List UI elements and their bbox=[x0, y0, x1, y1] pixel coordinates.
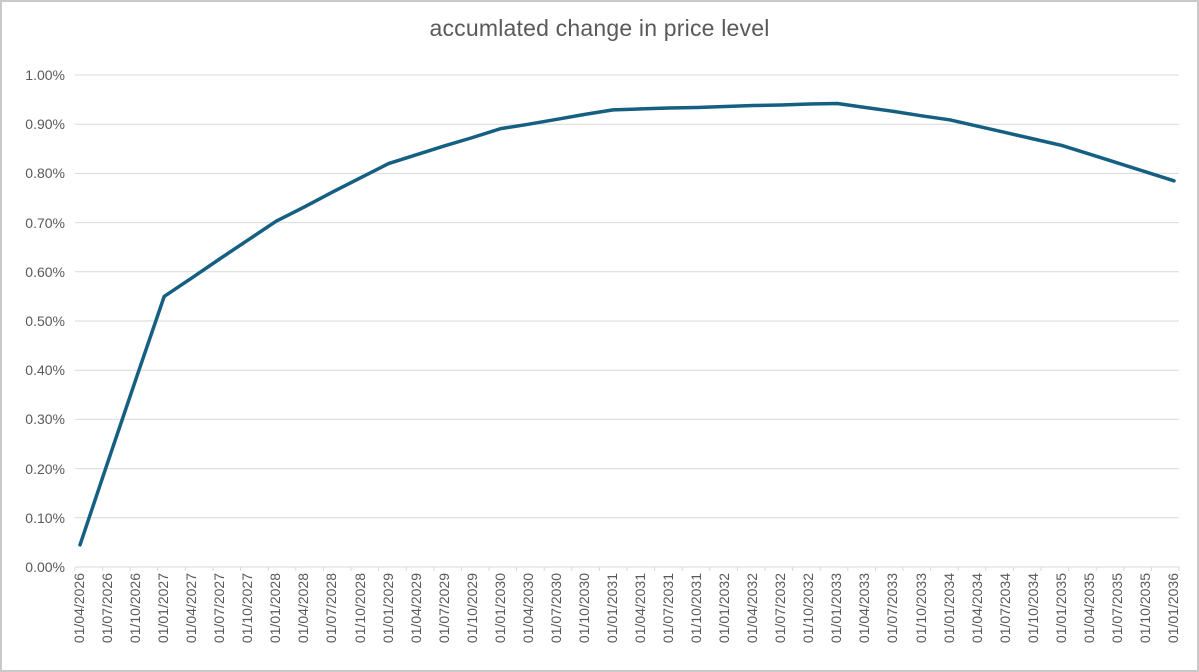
y-tick-label: 0.20% bbox=[25, 460, 65, 477]
x-tick-label: 01/10/2030 bbox=[575, 573, 592, 644]
y-tick-label: 0.40% bbox=[25, 362, 65, 379]
y-tick-label: 0.70% bbox=[25, 214, 65, 231]
x-tick-label: 01/04/2031 bbox=[632, 573, 649, 644]
x-tick-label: 01/07/2030 bbox=[547, 573, 564, 644]
x-tick-label: 01/07/2028 bbox=[323, 573, 340, 644]
x-tick-label: 01/10/2033 bbox=[912, 573, 929, 644]
y-tick-label: 0.50% bbox=[25, 313, 65, 329]
chart-title: accumlated change in price level bbox=[429, 15, 770, 41]
x-tick-label: 01/01/2032 bbox=[716, 573, 733, 644]
x-tick-label: 01/07/2027 bbox=[211, 573, 228, 644]
x-tick-label: 01/01/2033 bbox=[828, 573, 845, 644]
x-tick-label: 01/04/2028 bbox=[295, 573, 312, 644]
x-tick-label: 01/10/2027 bbox=[239, 573, 256, 644]
x-tick-label: 01/10/2032 bbox=[800, 573, 817, 644]
y-tick-label: 0.90% bbox=[25, 116, 65, 133]
x-tick-label: 01/04/2033 bbox=[856, 573, 873, 644]
y-tick-label: 1.00% bbox=[25, 67, 65, 83]
x-tick-label: 01/01/2030 bbox=[491, 573, 508, 644]
x-tick-label: 01/01/2028 bbox=[267, 573, 284, 644]
x-tick-label: 01/07/2033 bbox=[884, 573, 901, 644]
x-tick-label: 01/10/2031 bbox=[688, 573, 705, 644]
x-tick-label: 01/04/2030 bbox=[519, 573, 536, 644]
y-tick-label: 0.80% bbox=[25, 165, 65, 182]
x-tick-label: 01/07/2026 bbox=[99, 573, 116, 644]
x-tick-label: 01/04/2034 bbox=[968, 573, 985, 644]
x-tick-label: 01/04/2026 bbox=[71, 573, 87, 644]
x-tick-label: 01/10/2035 bbox=[1136, 573, 1153, 644]
x-tick-label: 01/01/2027 bbox=[155, 573, 172, 644]
x-tick-label: 01/07/2029 bbox=[435, 573, 452, 644]
x-tick-label: 01/01/2031 bbox=[603, 573, 620, 644]
x-axis-line bbox=[74, 566, 1180, 571]
x-tick-label: 01/01/2035 bbox=[1052, 573, 1069, 644]
y-tick-label: 0.00% bbox=[25, 559, 65, 575]
y-tick-label: 0.60% bbox=[25, 263, 65, 280]
x-tick-label: 01/07/2035 bbox=[1108, 573, 1125, 644]
x-tick-label: 01/07/2034 bbox=[996, 573, 1013, 644]
x-tick-label: 01/07/2032 bbox=[772, 573, 789, 644]
x-tick-label: 01/01/2036 bbox=[1165, 573, 1181, 644]
x-tick-label: 01/10/2034 bbox=[1024, 573, 1041, 644]
x-tick-label: 01/04/2029 bbox=[407, 573, 424, 644]
x-tick-label: 01/01/2029 bbox=[379, 573, 396, 644]
x-tick-label: 01/04/2032 bbox=[744, 573, 761, 644]
x-tick-label: 01/01/2034 bbox=[940, 573, 957, 644]
x-tick-label: 01/04/2035 bbox=[1080, 573, 1097, 644]
x-tick-label: 01/10/2028 bbox=[351, 573, 368, 644]
x-tick-label: 01/10/2029 bbox=[463, 573, 480, 644]
price-level-series-line bbox=[78, 101, 1176, 547]
x-tick-label: 01/10/2026 bbox=[127, 573, 144, 644]
x-tick-label: 01/07/2031 bbox=[660, 573, 677, 644]
y-tick-label: 0.30% bbox=[25, 411, 65, 428]
x-tick-label: 01/04/2027 bbox=[183, 573, 200, 644]
gridlines bbox=[75, 74, 1179, 519]
y-tick-label: 0.10% bbox=[25, 509, 65, 526]
